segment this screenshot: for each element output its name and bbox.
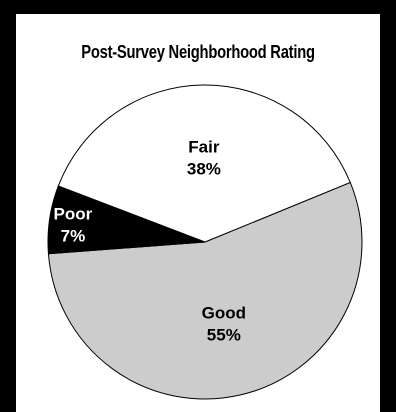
slice-label-poor: Poor bbox=[54, 205, 93, 224]
pie-slice-good bbox=[47, 181, 363, 400]
pie-labels: Good 55% Poor 7% Fair 38% bbox=[54, 138, 246, 345]
chart-title: Post-Survey Neighborhood Rating bbox=[81, 42, 315, 62]
slice-label-fair: Fair bbox=[188, 138, 220, 157]
slice-value-fair: 38% bbox=[187, 160, 221, 179]
slice-label-good: Good bbox=[202, 304, 246, 323]
pie-slices bbox=[47, 84, 363, 400]
pie-slice-fair bbox=[57, 84, 351, 243]
slice-value-good: 55% bbox=[207, 326, 241, 345]
slice-value-poor: 7% bbox=[61, 227, 86, 246]
